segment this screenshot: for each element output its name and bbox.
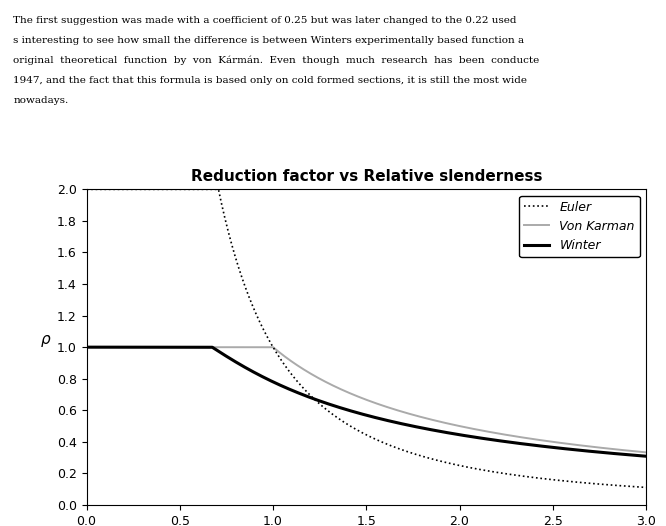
Von Karman bbox=[83, 344, 91, 350]
Winter bbox=[446, 430, 454, 437]
Line: Von Karman: Von Karman bbox=[87, 347, 646, 452]
Winter bbox=[543, 443, 551, 450]
Text: nowadays.: nowadays. bbox=[13, 96, 69, 105]
Von Karman bbox=[296, 364, 304, 370]
Text: original  theoretical  function  by  von  Kármán.  Even  though  much  research : original theoretical function by von Kár… bbox=[13, 56, 539, 65]
Line: Euler: Euler bbox=[87, 189, 646, 488]
Winter bbox=[418, 425, 426, 431]
Y-axis label: ρ: ρ bbox=[41, 332, 51, 347]
Euler bbox=[543, 476, 551, 482]
Von Karman bbox=[184, 344, 192, 350]
Von Karman bbox=[500, 431, 508, 438]
Text: s interesting to see how small the difference is between Winters experimentally : s interesting to see how small the diffe… bbox=[13, 36, 524, 45]
Legend: Euler, Von Karman, Winter: Euler, Von Karman, Winter bbox=[519, 196, 640, 257]
Line: Winter: Winter bbox=[87, 347, 646, 456]
Euler bbox=[184, 186, 192, 193]
Euler bbox=[642, 484, 650, 491]
Text: 1947, and the fact that this formula is based only on cold formed sections, it i: 1947, and the fact that this formula is … bbox=[13, 76, 527, 85]
Von Karman bbox=[543, 438, 551, 444]
Von Karman bbox=[642, 449, 650, 456]
Winter bbox=[184, 344, 192, 350]
Euler bbox=[83, 186, 91, 193]
Von Karman bbox=[418, 414, 426, 420]
Winter bbox=[83, 344, 91, 350]
Winter bbox=[642, 453, 650, 459]
Title: Reduction factor vs Relative slenderness: Reduction factor vs Relative slenderness bbox=[190, 169, 542, 184]
Winter bbox=[296, 391, 304, 397]
Euler bbox=[296, 382, 304, 388]
Euler bbox=[446, 460, 454, 467]
Text: The first suggestion was made with a coefficient of 0.25 but was later changed t: The first suggestion was made with a coe… bbox=[13, 16, 517, 25]
Euler bbox=[500, 470, 508, 477]
Winter bbox=[500, 438, 508, 444]
Euler bbox=[418, 453, 426, 459]
Von Karman bbox=[446, 421, 454, 427]
